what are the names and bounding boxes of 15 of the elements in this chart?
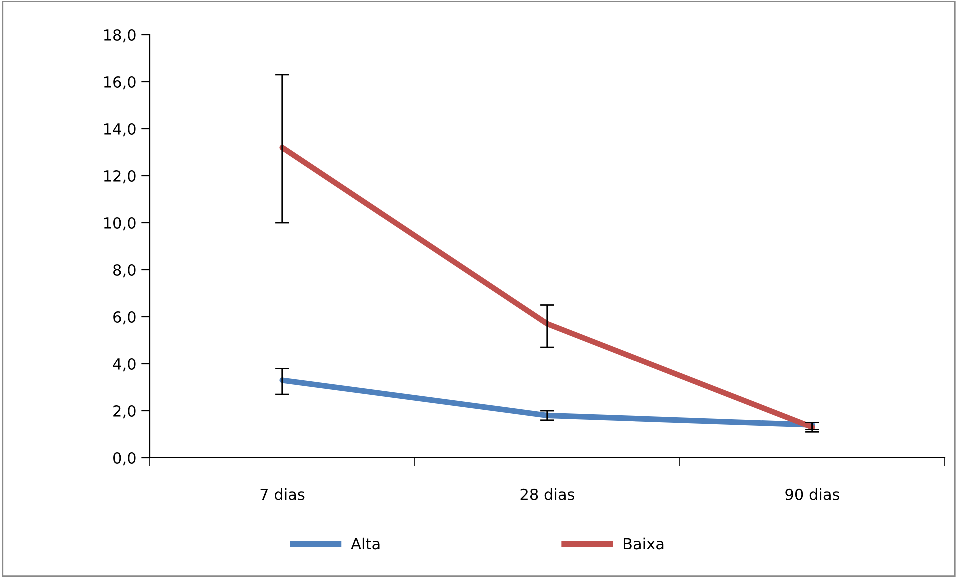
y-tick-label: 18,0 [104,29,136,43]
y-tick-label: 4,0 [113,358,136,372]
y-tick-label: 2,0 [114,405,136,419]
y-tick-label: 8,0 [114,264,136,278]
y-tick-label: 12,0 [104,170,136,184]
y-tick-label: 0,0 [114,452,136,466]
x-tick-label: 7 dias [260,488,305,500]
x-tick-label: 90 dias [786,488,840,500]
y-tick-label: 6,0 [114,311,136,325]
y-tick-label: 14,0 [104,123,136,137]
legend-label: Alta [351,538,380,550]
y-tick-label: 16,0 [104,76,136,90]
x-tick-label: 28 dias [520,488,575,500]
y-tick-label: 10,0 [104,217,136,231]
legend-label: Baixa [624,538,664,550]
